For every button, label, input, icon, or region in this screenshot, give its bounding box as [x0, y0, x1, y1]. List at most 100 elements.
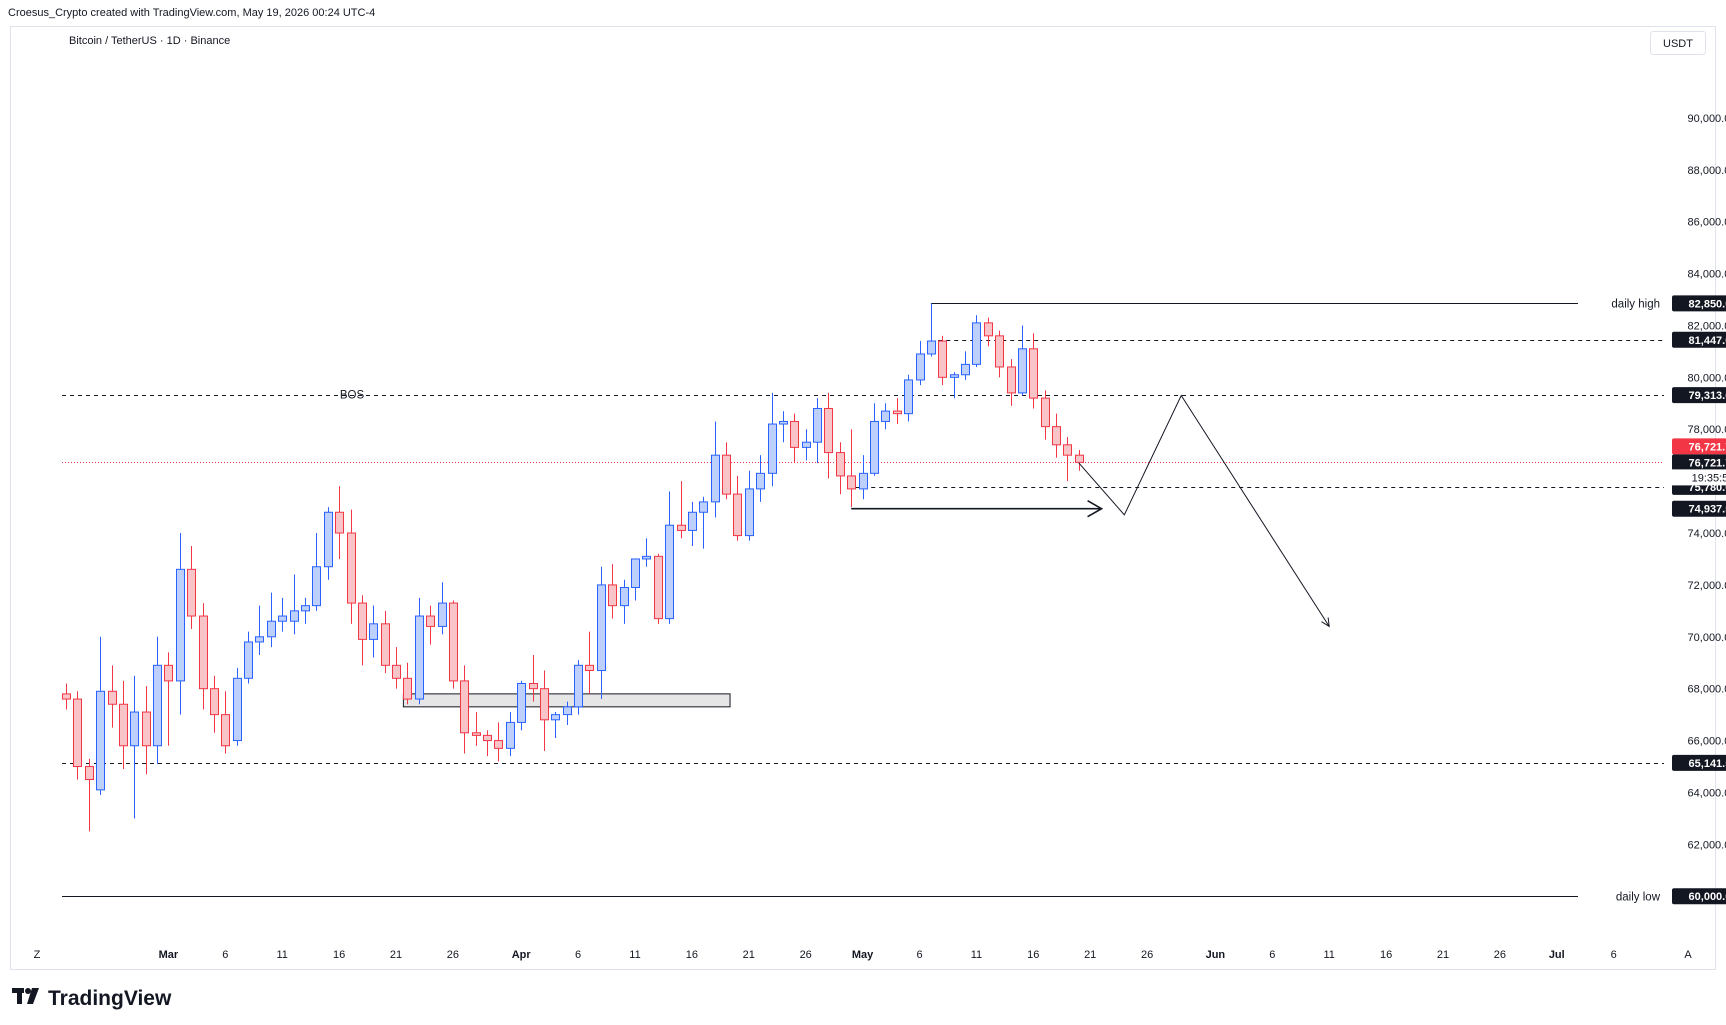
candle[interactable] — [199, 603, 208, 710]
candle[interactable] — [85, 758, 94, 832]
symbol-title[interactable]: Bitcoin / TetherUS · 1D · Binance — [69, 35, 231, 47]
candle[interactable] — [142, 686, 151, 775]
candle[interactable] — [699, 496, 708, 549]
candle[interactable] — [255, 605, 264, 655]
candle[interactable] — [221, 691, 230, 754]
candle[interactable] — [381, 610, 390, 674]
candle[interactable] — [449, 600, 458, 689]
candle[interactable] — [859, 455, 868, 500]
candle[interactable] — [335, 486, 344, 559]
candle[interactable] — [995, 330, 1004, 378]
candle[interactable] — [608, 564, 617, 619]
candle[interactable] — [108, 665, 117, 728]
candle[interactable] — [802, 429, 811, 461]
candle[interactable] — [119, 680, 128, 770]
candle[interactable] — [711, 421, 720, 518]
candle[interactable] — [745, 470, 754, 541]
candle[interactable] — [358, 595, 367, 666]
candle[interactable] — [460, 665, 469, 754]
candle[interactable] — [392, 647, 401, 689]
candle[interactable] — [893, 398, 902, 425]
candle[interactable] — [620, 579, 629, 624]
candle[interactable] — [984, 317, 993, 347]
candle[interactable] — [369, 605, 378, 658]
candle[interactable] — [312, 533, 321, 611]
candle[interactable] — [563, 701, 572, 726]
candle[interactable] — [176, 533, 185, 715]
candle[interactable] — [483, 730, 492, 757]
candle[interactable] — [677, 481, 686, 539]
candle[interactable] — [597, 566, 606, 700]
candle[interactable] — [210, 675, 219, 733]
candle[interactable] — [438, 582, 447, 635]
candle[interactable] — [62, 683, 71, 710]
candle[interactable] — [506, 712, 515, 757]
candle[interactable] — [540, 670, 549, 751]
tradingview-brand[interactable]: TradingView — [12, 986, 171, 1012]
candle[interactable] — [1052, 413, 1061, 458]
candle[interactable] — [73, 691, 82, 780]
candle[interactable] — [290, 574, 299, 635]
candle[interactable] — [790, 413, 799, 463]
candle[interactable] — [1029, 333, 1038, 409]
candle[interactable] — [950, 372, 959, 399]
candle[interactable] — [324, 507, 333, 580]
candle[interactable] — [233, 667, 242, 746]
candle[interactable] — [916, 341, 925, 386]
candle[interactable] — [1007, 359, 1016, 406]
candle[interactable] — [403, 662, 412, 705]
candle[interactable] — [494, 722, 503, 762]
candle[interactable] — [654, 553, 663, 624]
candle[interactable] — [574, 660, 583, 715]
candle[interactable] — [551, 712, 560, 738]
candle[interactable] — [756, 455, 765, 502]
candle[interactable] — [164, 652, 173, 746]
candle[interactable] — [642, 538, 651, 567]
candle[interactable] — [187, 545, 196, 630]
candle[interactable] — [347, 509, 356, 624]
candle[interactable] — [870, 403, 879, 476]
candle[interactable] — [415, 597, 424, 705]
candle[interactable] — [301, 597, 310, 624]
projection-path[interactable] — [1078, 394, 1330, 627]
candle[interactable] — [529, 654, 538, 702]
candle[interactable] — [426, 605, 435, 645]
candle[interactable] — [1041, 390, 1050, 440]
candle[interactable] — [722, 442, 731, 500]
candle[interactable] — [961, 351, 970, 380]
candle[interactable] — [938, 335, 947, 386]
candle[interactable] — [847, 429, 856, 508]
x-tick-label: 6 — [575, 949, 581, 961]
candle[interactable] — [1075, 449, 1084, 471]
candle[interactable] — [96, 636, 105, 796]
candle[interactable] — [244, 631, 253, 684]
candle[interactable] — [836, 442, 845, 495]
candle[interactable] — [472, 712, 481, 746]
candle[interactable] — [585, 631, 594, 694]
candle[interactable] — [278, 597, 287, 632]
candle[interactable] — [688, 501, 697, 546]
candle[interactable] — [517, 680, 526, 731]
auto-scale-label[interactable]: A — [1684, 949, 1692, 961]
candle[interactable] — [665, 491, 674, 624]
candle[interactable] — [824, 392, 833, 479]
candle[interactable] — [768, 392, 777, 487]
candle[interactable] — [972, 315, 981, 367]
candle-body — [244, 641, 253, 679]
candle[interactable] — [1063, 437, 1072, 482]
candle[interactable] — [813, 398, 822, 463]
currency-selector[interactable]: USDT — [1650, 31, 1706, 55]
candle[interactable] — [927, 303, 936, 357]
candle[interactable] — [130, 675, 139, 819]
candle[interactable] — [631, 558, 640, 601]
z-corner-label[interactable]: Z — [34, 949, 41, 961]
consolidation-zone[interactable] — [402, 693, 731, 708]
candle[interactable] — [881, 403, 890, 430]
candle[interactable] — [267, 592, 276, 648]
candle[interactable] — [1018, 325, 1027, 396]
candle[interactable] — [153, 636, 162, 764]
candle[interactable] — [733, 475, 742, 541]
candle[interactable] — [779, 411, 788, 443]
candle[interactable] — [904, 374, 913, 422]
